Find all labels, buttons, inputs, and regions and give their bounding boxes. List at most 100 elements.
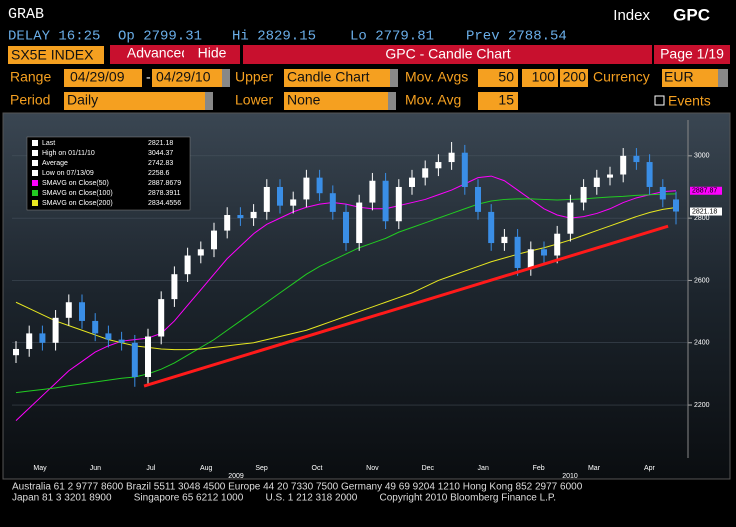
mavg: 15 [498,92,514,108]
upper-field[interactable] [284,69,390,87]
candle-body [593,177,600,187]
open: Op 2799.31 [118,29,202,45]
lower-label: Lower [235,92,273,108]
events-checkbox[interactable] [654,95,665,106]
candle-body [118,339,125,343]
security-field[interactable] [8,46,104,64]
mavg-field[interactable] [478,92,518,110]
legend-icon [32,150,38,156]
delay: DELAY 16:25 [8,29,100,45]
dropdown[interactable] [390,69,398,87]
mavg-field[interactable] [560,69,588,87]
mavg-label: Mov. Avg [405,92,461,108]
x-tick-label: Dec [422,465,435,472]
hide-button[interactable] [184,45,240,64]
range-sep: - [146,69,151,85]
candle-body [607,174,613,178]
candle-body [171,274,178,300]
legend-icon [32,140,38,146]
from-field[interactable] [64,69,142,87]
high: Hi 2829.15 [232,29,316,45]
currency-field[interactable] [662,69,718,87]
last-tag-label: 2821.18 [692,208,717,215]
mavgs-label: Mov. Avgs [405,69,468,85]
dropdown[interactable] [718,69,728,87]
candle-body [329,193,336,212]
candle-body [158,299,165,337]
legend-swatch [32,190,38,196]
upper-label: Upper [235,69,273,85]
x-tick-label: May [33,465,47,472]
mavg-field[interactable] [522,69,558,87]
candle-body [461,152,468,187]
candle-body [422,168,429,178]
dropdown[interactable] [205,92,213,110]
dropdown[interactable] [222,69,230,87]
lower-field[interactable] [284,92,388,110]
x-tick-label: Apr [644,465,656,472]
candle-body [343,211,349,244]
candle-body [145,336,151,378]
x-tick-label: Mar [588,465,601,472]
legend-swatch [32,200,38,206]
low: Lo 2779.81 [350,29,434,45]
candle-body [250,211,257,219]
candle-body [435,162,442,169]
prev: Prev 2788.54 [466,29,567,45]
candle-body [65,302,72,318]
candle-body [409,177,415,187]
x-tick-label: Sep [255,465,268,472]
upper: Candle Chart [287,69,370,85]
candle-body [356,202,363,244]
legend-value: 2742.83 [148,160,173,167]
candle-body [580,186,587,203]
legend-swatch [32,180,38,186]
y-tick-label: 2800 [694,215,710,222]
to-field[interactable] [152,69,222,87]
legend-label: SMAVG on Close(50) [42,180,109,187]
page: Page 1/19 [660,46,724,62]
candle-body [52,317,59,343]
y-tick-label: 2600 [694,277,710,284]
period-field[interactable] [64,92,205,110]
security: SX5E INDEX [11,47,94,63]
legend-value: 2834.4556 [148,200,181,207]
candle-body [488,211,495,244]
candle-body [39,333,46,343]
legend-label: SMAVG on Close(200) [42,200,113,207]
period-label: Period [10,92,50,108]
candle-body [13,348,19,356]
y-tick-label: 2200 [694,402,710,409]
mavg-3: 200 [563,69,587,85]
moving-average [15,193,677,394]
advanced-button[interactable] [110,45,206,64]
candle-body [475,186,481,212]
last-tag [690,207,722,216]
candle-body [620,155,627,175]
x-tick-label: Feb [533,465,545,472]
y-tick-label: 2400 [694,340,710,347]
candle-body [92,320,99,334]
year-label: 2009 [228,473,244,480]
year-label: 2010 [562,473,578,480]
legend-box [26,136,191,211]
candle-body [448,152,455,163]
legend-label: High on 01/11/10 [42,150,95,157]
dropdown[interactable] [388,92,396,110]
legend-label: Low on 07/13/09 [42,170,94,177]
legend-label: SMAVG on Close(100) [42,190,113,197]
from: 04/29/09 [70,69,125,85]
candle-body [395,186,402,222]
candle-body [277,186,283,206]
mavg-1: 50 [498,69,514,85]
legend-value: 2887.8679 [148,180,181,187]
candle-body [554,233,561,256]
security-code: GPC [673,5,710,24]
mavg-field[interactable] [478,69,518,87]
candle-body [316,177,323,194]
candle-body [237,215,244,219]
moving-average [15,207,677,351]
function-name: GRAB [8,6,44,23]
